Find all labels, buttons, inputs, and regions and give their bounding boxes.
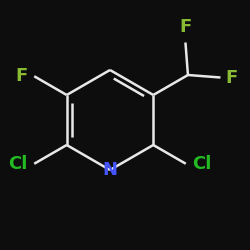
Text: F: F — [16, 67, 28, 85]
Text: Cl: Cl — [8, 155, 28, 173]
Text: Cl: Cl — [192, 155, 212, 173]
Text: F: F — [179, 18, 192, 36]
Text: N: N — [102, 161, 118, 179]
Text: F: F — [226, 68, 238, 86]
